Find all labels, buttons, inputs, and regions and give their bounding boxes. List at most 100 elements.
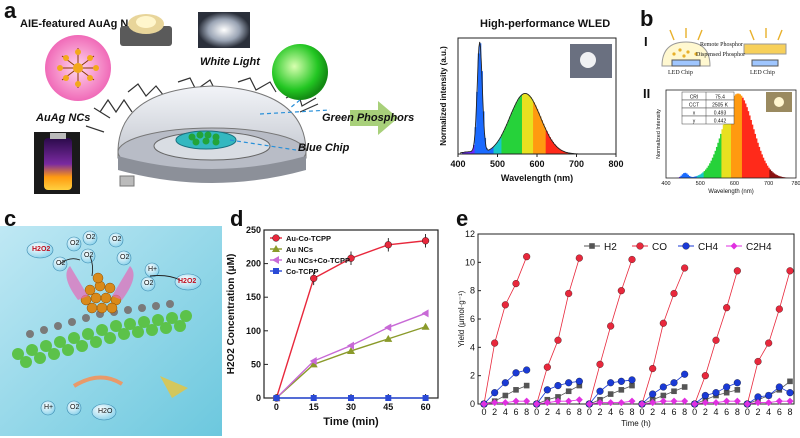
x-tick-label: 6 [566,407,571,417]
y-tick-label: 50 [251,359,261,369]
table-key: CRI [690,95,699,101]
table-value: 0.442 [714,119,727,125]
y-axis-label: Normalized intensity (a.u.) [439,46,448,146]
data-point [712,399,720,407]
spectrum-band [548,136,551,154]
spectrum-band [700,173,703,178]
data-point [272,245,280,252]
auag-ncs-label: AuAg NCs [36,112,91,124]
spectrum-band [512,108,515,154]
spectrum-band [780,176,783,178]
spectrum-band [778,176,781,178]
data-point [629,382,635,389]
data-point [723,397,731,405]
spectrum-band [484,137,487,154]
data-point [310,395,317,401]
x-tick-label: 8 [524,407,529,417]
data-point [384,241,392,249]
data-point [636,242,644,250]
spectrum-band [469,151,472,154]
spectrum-band [695,176,698,178]
y-tick-label: 250 [246,225,261,235]
data-point [523,397,531,405]
data-point [555,394,561,400]
spectrum-band [694,176,696,178]
data-point [670,289,678,298]
spectrum-band [468,151,471,154]
y-axis-label: Normalized Intensity [656,109,662,159]
x-tick-label: 8 [682,407,687,417]
spectrum-band [721,129,724,178]
data-point [589,243,595,249]
y-tick-label: 2 [470,371,475,381]
x-axis-label: Wavelength (nm) [501,173,573,183]
spectrum-band [711,157,714,178]
x-tick-label: 6 [513,407,518,417]
mol-0: H2O2 [32,246,51,253]
spectrum-band [706,167,709,178]
spectrum-band [533,102,536,154]
data-point [765,391,773,400]
spectrum-band [709,163,711,178]
data-point [743,400,751,408]
x-tick-label: 30 [346,402,356,412]
data-point [607,399,615,407]
x-tick-label: 8 [629,407,634,417]
led-chip-left-label: LED Chip [668,70,693,76]
spectrum-band [681,174,684,178]
data-point [575,396,583,404]
spectrum-band [762,157,765,178]
spectrum-band [503,130,506,154]
spectrum-band [744,103,747,178]
x-tick-label: 8 [577,407,582,417]
spectrum-band [521,94,524,154]
x-tick-label: 0 [692,407,697,417]
phosphor-schematic [661,28,787,67]
spectrum-band [743,100,746,178]
x-tick-label: 15 [309,402,319,412]
spectrum-band [559,149,562,154]
data-point [565,397,573,405]
spectrum-band [769,169,772,178]
panel-a-schematic [34,12,398,194]
data-point [628,376,636,384]
data-point [596,360,604,368]
spectrum-band [491,147,494,154]
legend-label: C2H4 [746,242,772,253]
data-point [523,366,531,374]
spectrum-band [539,116,542,154]
data-point [723,304,731,312]
wled-spectrum-chart: 400 500 600 700 800 Wavelength (nm) Normalized… [439,37,624,183]
spectrum-band [751,124,754,178]
data-point [775,383,783,391]
x-tick-label: 2 [703,407,708,417]
spectrum-band [777,175,780,178]
spectrum-band [550,139,553,154]
spectrum-band [736,93,739,178]
spectrum-band [534,105,537,154]
series-au-ncs-co-tcpp [272,309,429,402]
spectrum-band [758,146,761,178]
spectrum-band [754,133,757,178]
spectrum-band [718,138,721,178]
data-point [491,339,499,347]
data-point [501,399,509,407]
spectrum-band [741,97,744,178]
data-point [273,395,280,401]
data-point [422,395,429,401]
remote-phosphor-label: Remote Phosphor [700,42,743,48]
spectrum-band [558,148,561,154]
data-point [501,301,509,309]
table-key: y [693,119,696,125]
series-c2h4 [480,396,794,408]
panel-b-sub-ii: II [643,86,651,101]
bubble-h2o2 [26,241,54,259]
data-point [491,389,499,397]
panel-c-illustration [0,226,222,436]
data-point [513,387,519,393]
mol-12: H2O [98,408,113,415]
spectrum-band [731,100,733,178]
x-tick-label: 8 [787,407,792,417]
spectrum-band [739,94,741,178]
